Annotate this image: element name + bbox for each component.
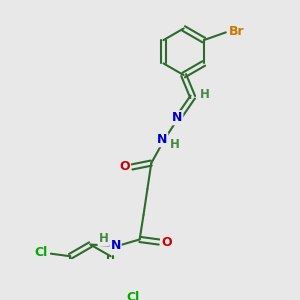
Text: Cl: Cl bbox=[127, 291, 140, 300]
Text: H: H bbox=[170, 138, 180, 151]
Text: N: N bbox=[172, 111, 182, 124]
Text: Br: Br bbox=[229, 25, 244, 38]
Text: N: N bbox=[110, 239, 121, 252]
Text: O: O bbox=[119, 160, 130, 173]
Text: H: H bbox=[98, 232, 108, 245]
Text: H: H bbox=[200, 88, 209, 101]
Text: Cl: Cl bbox=[34, 246, 48, 259]
Text: N: N bbox=[157, 133, 167, 146]
Text: O: O bbox=[161, 236, 172, 248]
